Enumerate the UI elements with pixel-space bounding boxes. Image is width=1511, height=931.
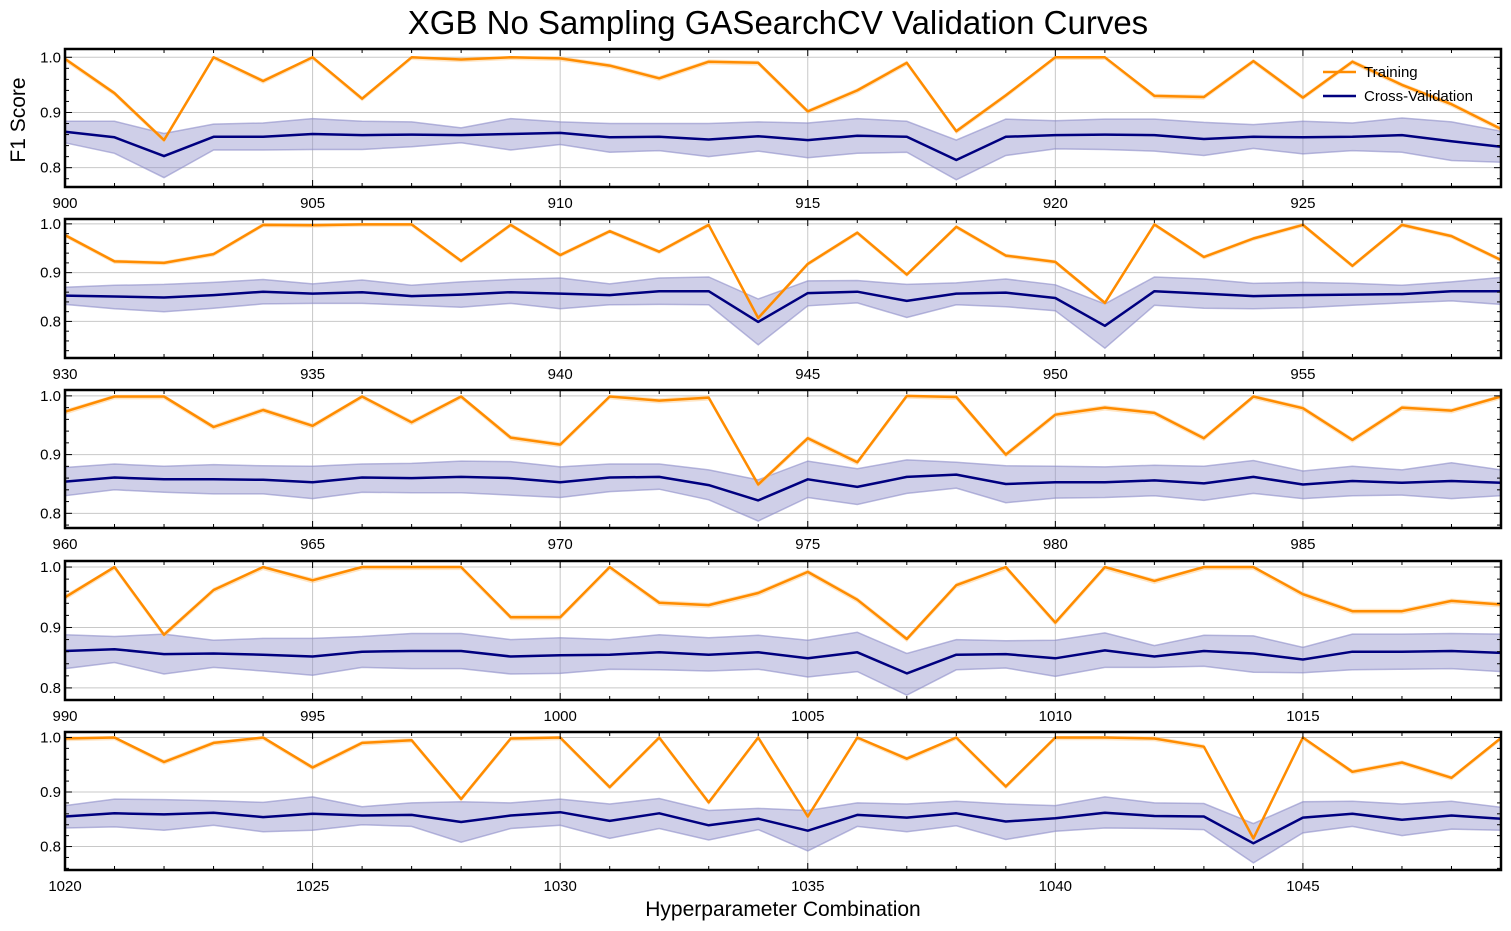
cv-std-band (64, 796, 1502, 864)
legend: Training Cross-Validation (1323, 64, 1473, 105)
x-tick-label: 950 (1043, 366, 1068, 383)
y-tick-label: 1.0 (40, 388, 61, 405)
x-tick-label: 1035 (791, 878, 824, 895)
training-series-line (64, 736, 1502, 840)
legend-cv-label: Cross-Validation (1364, 88, 1473, 105)
y-tick-label: 0.8 (40, 505, 61, 522)
training-std-band (65, 736, 1501, 842)
y-axis-label: F1 Score (7, 77, 30, 162)
x-tick-label: 975 (795, 536, 820, 553)
y-tick-label: 0.8 (40, 680, 61, 697)
training-series-line (64, 565, 1502, 641)
y-tick-label: 0.9 (40, 784, 61, 801)
x-tick-label: 965 (300, 536, 325, 553)
cv-std-band (64, 117, 1502, 181)
cv-std-band (64, 276, 1502, 350)
x-tick-label: 1020 (48, 878, 81, 895)
subplot-frame (63, 559, 1503, 702)
cv-series-line (64, 647, 1502, 675)
subplot-frame (63, 388, 1503, 530)
x-tick-label: 995 (300, 708, 325, 725)
training-series-line (64, 223, 1502, 320)
x-tick-label: 1005 (791, 708, 824, 725)
x-tick-label: 935 (300, 366, 325, 383)
x-tick-label: 990 (52, 708, 77, 725)
cv-series-line (64, 473, 1502, 502)
x-tick-label: 1030 (543, 878, 576, 895)
training-series-line (64, 56, 1502, 142)
y-tick-label: 0.8 (40, 313, 61, 330)
x-tick-label: 955 (1290, 366, 1315, 383)
training-std-band (65, 565, 1501, 642)
y-tick-label: 1.0 (40, 729, 61, 746)
subplot-frame (63, 730, 1503, 872)
y-tick-label: 1.0 (40, 559, 61, 576)
x-tick-label: 910 (548, 195, 573, 212)
x-tick-label: 905 (300, 195, 325, 212)
cv-std-band (64, 631, 1502, 697)
subplot-3: 960 965 970 975 980 985 0.8 0.9 1.0 (40, 388, 1503, 553)
x-axis-label: Hyperparameter Combination (645, 898, 920, 921)
x-tick-label: 1025 (296, 878, 329, 895)
x-tick-label: 960 (52, 536, 77, 553)
x-tick-label: 985 (1290, 536, 1315, 553)
cv-series-line (64, 130, 1502, 162)
subplot-5: 1020 1025 1030 1035 1040 1045 0.8 0.9 1.0 (40, 729, 1503, 895)
x-tick-label: 1045 (1286, 878, 1319, 895)
subplot-1: 900 905 910 915 920 925 0.8 0.9 1.0 (40, 47, 1503, 212)
legend-training-label: Training (1364, 64, 1418, 81)
x-tick-label: 900 (52, 195, 77, 212)
x-tick-label: 1015 (1286, 708, 1319, 725)
cv-series-line (64, 289, 1501, 328)
y-tick-label: 0.8 (40, 160, 61, 177)
training-std-band (65, 394, 1501, 488)
subplot-frame (63, 217, 1503, 360)
subplot-2: 930 935 940 945 950 955 0.8 0.9 1.0 (40, 216, 1503, 383)
x-tick-label: 1010 (1039, 708, 1072, 725)
y-tick-label: 1.0 (40, 216, 61, 233)
y-tick-label: 0.9 (40, 104, 61, 121)
subplot-frame (63, 47, 1503, 189)
x-tick-label: 925 (1290, 195, 1315, 212)
chart-title: XGB No Sampling GASearchCV Validation Cu… (408, 4, 1148, 41)
y-tick-label: 0.9 (40, 619, 61, 636)
x-tick-label: 920 (1043, 195, 1068, 212)
y-tick-label: 0.9 (40, 447, 61, 464)
y-tick-label: 0.9 (40, 265, 61, 282)
x-tick-label: 1000 (543, 708, 576, 725)
x-tick-label: 945 (795, 366, 820, 383)
y-tick-label: 1.0 (40, 49, 61, 66)
cv-series-line (64, 810, 1502, 845)
x-tick-label: 970 (548, 536, 573, 553)
x-tick-label: 980 (1043, 536, 1068, 553)
training-series-line (64, 394, 1502, 486)
x-tick-label: 930 (52, 366, 77, 383)
subplot-4: 990 995 1000 1005 1010 1015 0.8 0.9 1.0 (40, 559, 1503, 725)
x-tick-label: 940 (548, 366, 573, 383)
x-tick-label: 1040 (1039, 878, 1072, 895)
y-tick-label: 0.8 (40, 839, 61, 856)
x-tick-label: 915 (795, 195, 820, 212)
